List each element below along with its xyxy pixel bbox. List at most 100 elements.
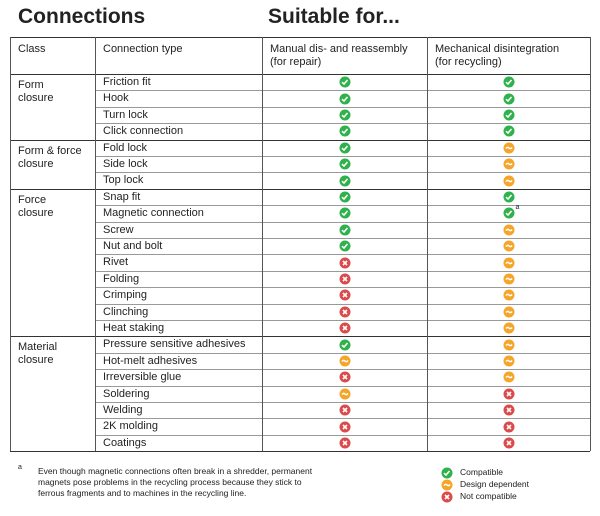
status-icon [503,158,514,170]
footnote-text: ferrous fragments and to machines in the… [38,488,247,498]
border [10,37,590,38]
status-icon [339,76,350,88]
connection-type: Snap fit [103,190,141,203]
status-icon [339,289,350,301]
row-border [95,123,590,125]
row-border [95,156,590,157]
connection-type: Coatings [103,436,147,449]
column-border [10,37,11,452]
class-label: closure [18,157,54,170]
connection-type: Folding [103,272,140,285]
legend-label: Not compatible [460,491,517,501]
row-border [95,434,590,436]
status-icon [339,339,350,351]
status-icon [339,306,350,318]
connection-type: Friction fit [103,76,151,88]
status-icon [339,109,350,121]
row-border [95,303,590,305]
legend-icon [441,491,453,503]
connection-type: Screw [103,223,134,236]
column-header: (for repair) [270,56,322,68]
class-label: closure [18,206,54,219]
connection-type: Hook [103,92,129,105]
connection-type: Rivet [103,256,129,269]
status-icon [503,322,514,334]
status-icon [503,306,514,318]
status-icon [339,421,350,433]
class-label: closure [18,354,54,367]
row-border [95,221,590,223]
status-icon [503,224,514,236]
note-marker: a [515,204,520,212]
legend-label: Design dependent [460,479,530,489]
row-border [95,238,590,239]
connection-type: Hot-melt adhesives [103,354,198,367]
connection-type: Heat staking [103,322,165,334]
connection-type: Crimping [103,289,148,302]
footnote-text: Even though magnetic connections often b… [38,466,313,476]
footnote-marker: a [18,464,22,471]
status-icon [339,191,350,203]
row-border [95,270,590,272]
column-header: Mechanical disintegration [435,43,560,55]
connection-type: Nut and bolt [103,240,163,252]
legend-label: Compatible [460,467,503,477]
column-border [590,37,591,452]
class-label: Form [18,79,44,91]
legend-icon [441,479,453,491]
column-border [262,37,263,452]
row-border [95,418,590,420]
status-icon [503,93,514,105]
row-border [95,205,590,207]
row-border [95,287,590,289]
column-header: (for recycling) [435,56,502,68]
connection-type: Soldering [103,387,150,400]
status-icon [503,257,514,269]
connection-type: Click connection [103,125,184,138]
connection-type: Side lock [103,158,148,170]
status-icon [503,371,514,383]
status-icon [503,273,514,285]
row-border [95,402,590,403]
column-border [427,37,428,452]
status-icon [339,437,350,449]
status-icon [339,240,350,252]
row-border [95,385,590,387]
row-border [10,188,590,190]
row-border [10,336,590,338]
connection-type: Top lock [103,174,144,187]
status-icon [339,404,350,416]
status-icon [503,109,514,121]
class-label: closure [18,92,54,104]
connection-type: Magnetic connection [103,207,204,220]
status-icon [339,158,350,170]
subtitle: Suitable for... [268,5,400,28]
status-icon [339,224,350,236]
class-label: Material [18,341,58,354]
border [10,74,590,75]
connection-type: 2K molding [103,420,159,433]
title: Connections [18,5,146,28]
column-header: Manual dis- and reassembly [270,43,408,55]
status-icon [503,76,514,88]
row-border [95,352,590,354]
status-icon [339,207,350,219]
status-icon [503,355,514,367]
status-icon [339,273,350,285]
status-icon [503,191,514,203]
status-icon [503,289,514,301]
status-icon [503,404,514,416]
status-icon [503,339,514,351]
row-border [95,320,590,321]
status-icon [503,388,514,400]
class-label: Form & force [18,144,82,157]
status-icon [503,240,514,252]
row-border [10,139,590,141]
status-icon [339,175,350,187]
connection-type: Fold lock [103,141,148,154]
footnote-text: magnets pose problems in the recycling p… [38,477,302,487]
status-icon [339,93,350,105]
connection-type: Welding [103,404,143,416]
status-icon [339,322,350,334]
